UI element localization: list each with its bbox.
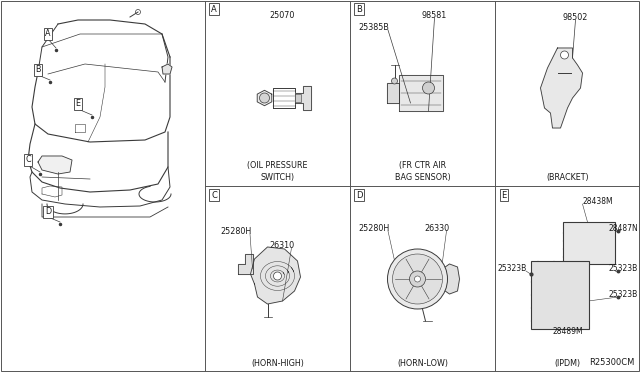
Circle shape bbox=[561, 51, 568, 59]
Text: B: B bbox=[35, 65, 41, 74]
Polygon shape bbox=[38, 156, 72, 174]
Text: (HORN-LOW): (HORN-LOW) bbox=[397, 359, 448, 368]
Text: (BRACKET): (BRACKET) bbox=[546, 173, 589, 182]
Polygon shape bbox=[541, 48, 582, 128]
Polygon shape bbox=[440, 264, 460, 294]
Circle shape bbox=[136, 10, 141, 15]
Text: 25280H: 25280H bbox=[358, 224, 389, 233]
Circle shape bbox=[415, 276, 420, 282]
Circle shape bbox=[422, 82, 435, 94]
Text: 98581: 98581 bbox=[422, 11, 447, 20]
Text: E: E bbox=[76, 99, 81, 109]
Polygon shape bbox=[257, 90, 272, 106]
Text: A: A bbox=[45, 29, 51, 38]
Text: 28489M: 28489M bbox=[552, 327, 583, 336]
Text: 28438M: 28438M bbox=[582, 197, 613, 206]
Bar bbox=[563, 222, 614, 264]
Text: 25280H: 25280H bbox=[220, 227, 252, 236]
Circle shape bbox=[273, 272, 282, 280]
Polygon shape bbox=[387, 83, 399, 103]
Text: A: A bbox=[211, 4, 217, 13]
Text: (FR CTR AIR
BAG SENSOR): (FR CTR AIR BAG SENSOR) bbox=[395, 161, 451, 182]
Polygon shape bbox=[294, 86, 310, 110]
Bar bbox=[294, 94, 301, 102]
Text: 98502: 98502 bbox=[563, 13, 588, 22]
Circle shape bbox=[387, 249, 447, 309]
Polygon shape bbox=[162, 64, 172, 74]
Text: 25323B: 25323B bbox=[609, 264, 638, 273]
Text: C: C bbox=[25, 155, 31, 164]
Text: 25323B: 25323B bbox=[498, 264, 527, 273]
Polygon shape bbox=[250, 247, 301, 304]
Polygon shape bbox=[237, 254, 253, 274]
Circle shape bbox=[392, 254, 442, 304]
Text: 25070: 25070 bbox=[270, 11, 295, 20]
Polygon shape bbox=[399, 75, 442, 111]
Text: E: E bbox=[501, 190, 507, 199]
Text: 26330: 26330 bbox=[424, 224, 450, 233]
Text: 26310: 26310 bbox=[269, 241, 294, 250]
Text: 25385B: 25385B bbox=[358, 23, 389, 32]
Text: D: D bbox=[356, 190, 362, 199]
Text: B: B bbox=[356, 4, 362, 13]
Circle shape bbox=[392, 78, 397, 84]
Text: D: D bbox=[45, 208, 51, 217]
Text: C: C bbox=[211, 190, 217, 199]
Text: 25323B: 25323B bbox=[609, 290, 638, 299]
Circle shape bbox=[259, 93, 269, 103]
Text: 28487N: 28487N bbox=[608, 224, 638, 233]
Text: (OIL PRESSURE
SWITCH): (OIL PRESSURE SWITCH) bbox=[247, 161, 308, 182]
Text: (IPDM): (IPDM) bbox=[554, 359, 580, 368]
Text: R25300CM: R25300CM bbox=[589, 358, 635, 367]
Text: (HORN-HIGH): (HORN-HIGH) bbox=[251, 359, 304, 368]
Circle shape bbox=[410, 271, 426, 287]
Bar bbox=[531, 261, 589, 329]
